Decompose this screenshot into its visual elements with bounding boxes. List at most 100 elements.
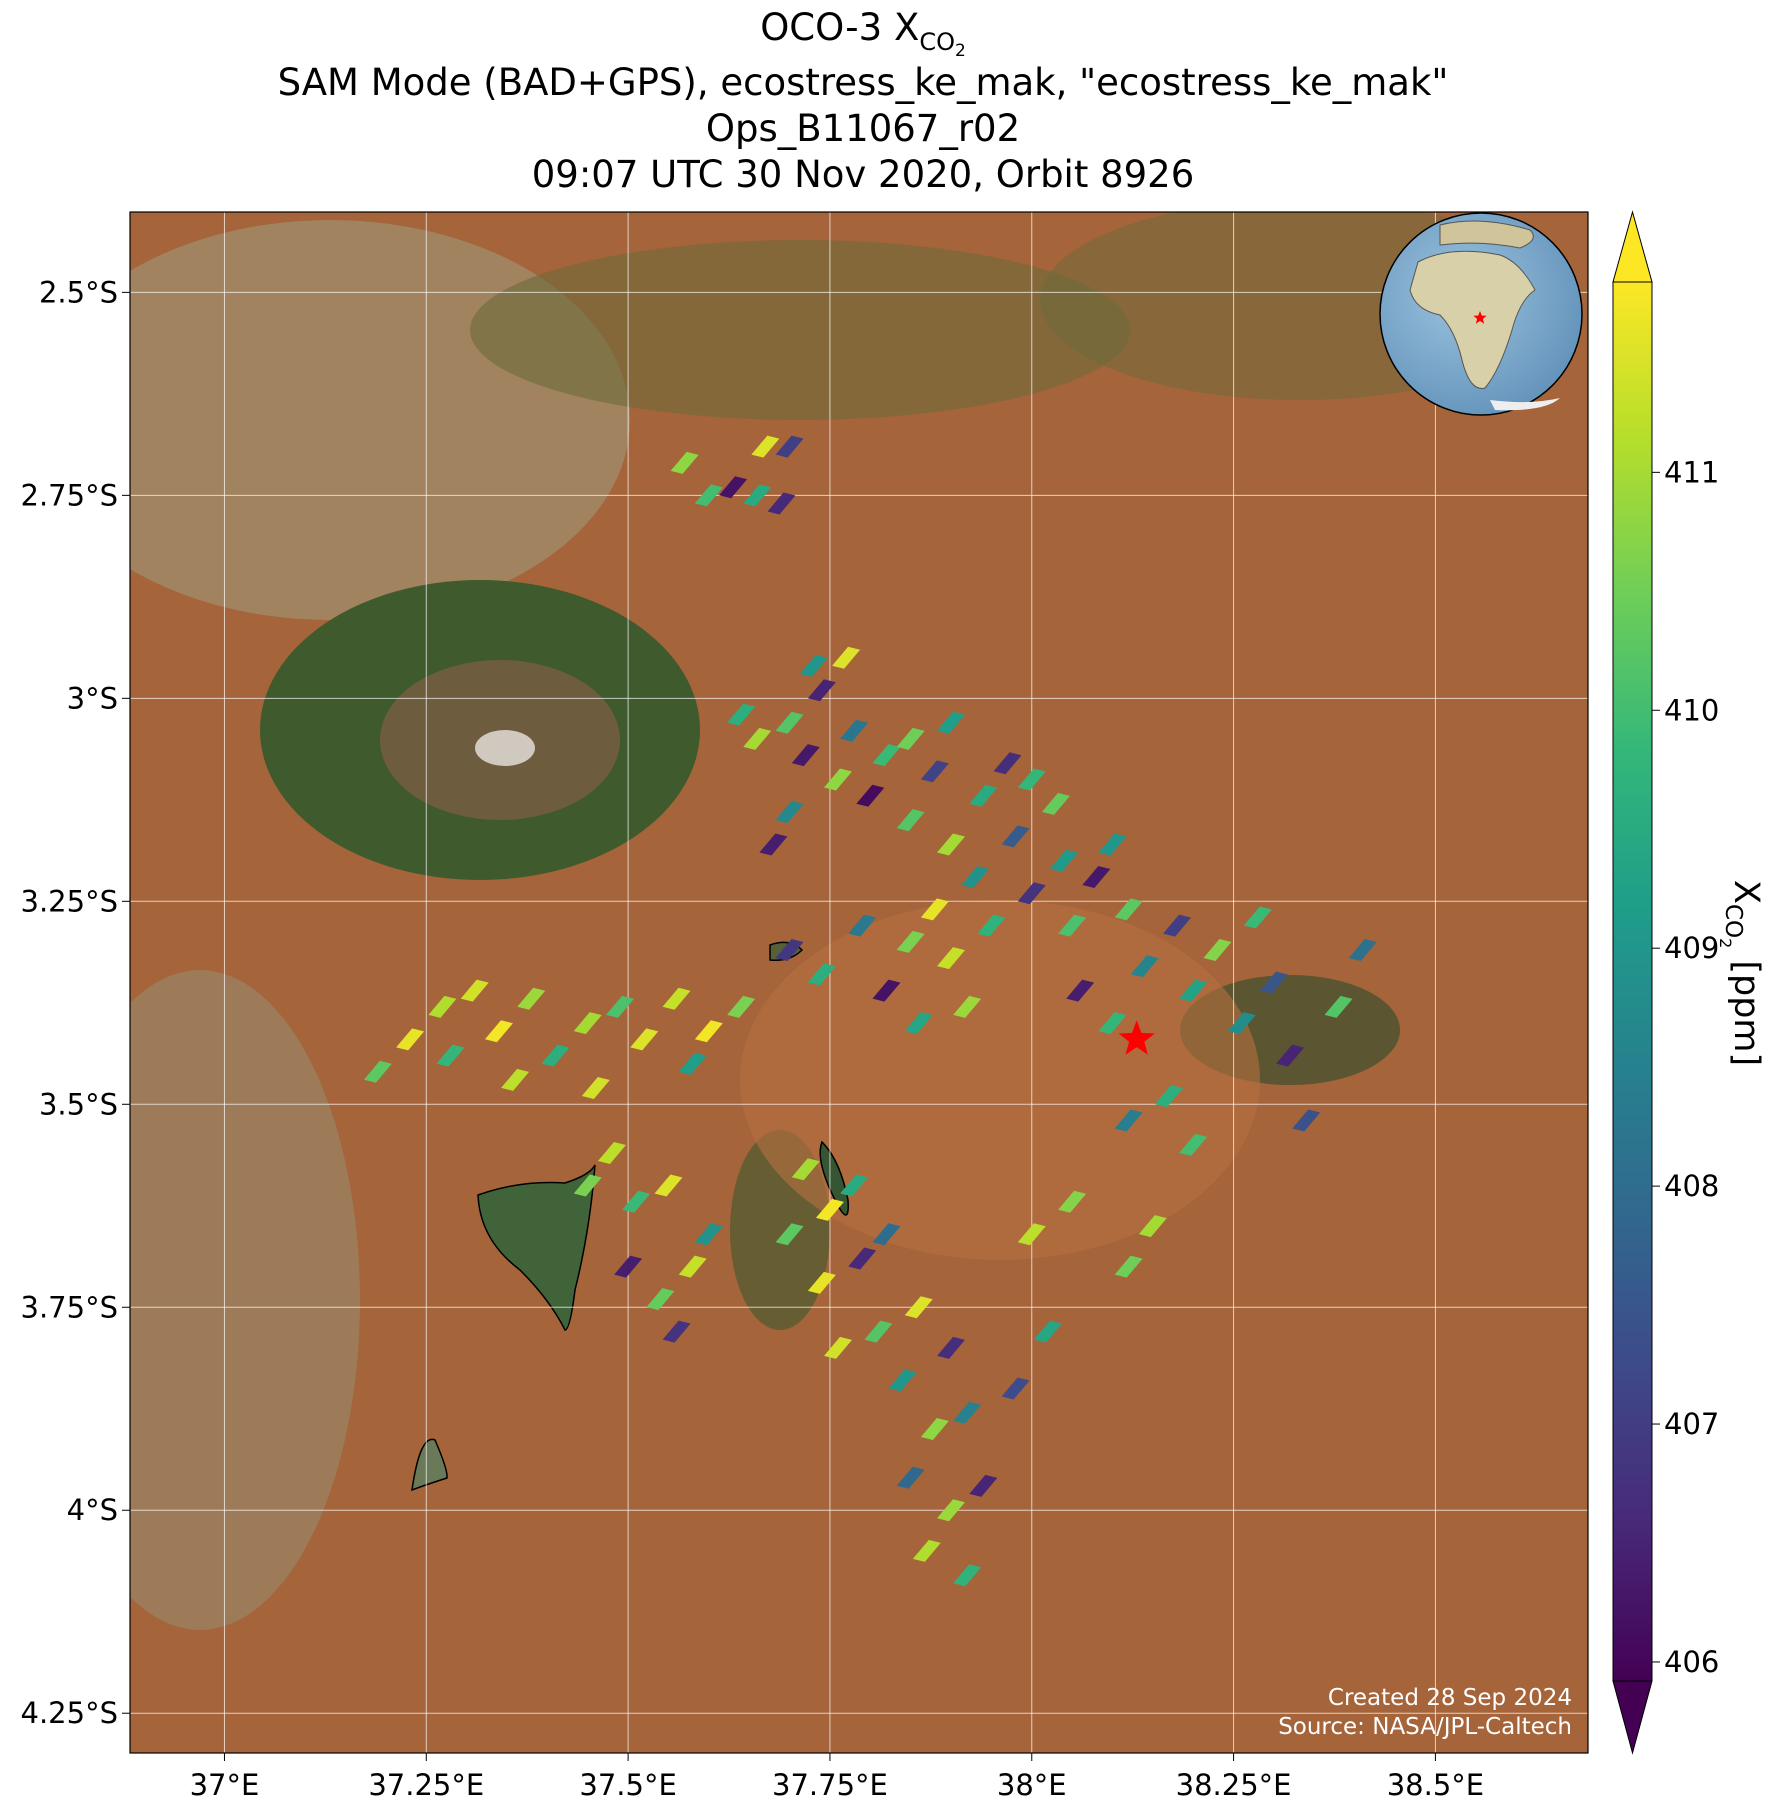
colorbar-tick-label: 406 — [1664, 1645, 1719, 1679]
sounding — [1130, 955, 1159, 978]
sounding — [622, 1190, 651, 1213]
grid-layer — [130, 212, 1588, 1753]
sounding — [1138, 1215, 1167, 1238]
credit: Source: NASA/JPL-Caltech — [1278, 1714, 1572, 1740]
colorbar-tick-label: 408 — [1664, 1169, 1719, 1203]
sounding — [1082, 865, 1111, 888]
sounding — [727, 703, 756, 726]
sounding — [807, 679, 836, 702]
subtitle: SAM Mode (BAD+GPS), ecostress_ke_mak, "e… — [278, 61, 1449, 104]
sounding — [484, 1020, 513, 1043]
sounding — [460, 979, 489, 1002]
sounding — [573, 1012, 602, 1035]
sounding — [1058, 914, 1087, 937]
sounding — [953, 1564, 982, 1587]
sounding — [1324, 995, 1353, 1018]
sounding — [815, 1198, 844, 1221]
y-tick-label: 2.5°S — [39, 275, 118, 309]
sounding — [1227, 1012, 1256, 1035]
y-tick-label: 3.5°S — [39, 1087, 118, 1121]
x-tick-label: 37°E — [190, 1768, 260, 1801]
colorbar-tick-label: 411 — [1664, 455, 1719, 489]
sounding — [1276, 1044, 1305, 1067]
sounding — [1017, 768, 1046, 791]
sounding — [727, 995, 756, 1018]
sounding — [662, 1320, 691, 1343]
x-tick-label: 37.5°E — [579, 1768, 676, 1801]
sounding — [759, 833, 788, 856]
y-tick-label: 4°S — [67, 1493, 118, 1527]
title-subsub: 2 — [955, 41, 966, 61]
sounding — [848, 914, 877, 937]
sounding — [1348, 939, 1377, 962]
sounding — [775, 800, 804, 823]
sounding — [872, 979, 901, 1002]
sounding — [1033, 1320, 1062, 1343]
x-tick-label: 38°E — [997, 1768, 1067, 1801]
sounding — [581, 1077, 610, 1100]
sounding — [904, 1012, 933, 1035]
sounding — [1292, 1109, 1321, 1132]
y-tick-label: 3.75°S — [21, 1290, 118, 1324]
sounding — [775, 1223, 804, 1246]
sounding — [904, 1296, 933, 1319]
title-sub: CO — [919, 28, 955, 56]
sounding — [896, 809, 925, 832]
sounding — [1050, 849, 1079, 872]
sounding — [1179, 1133, 1208, 1156]
sounding — [775, 711, 804, 734]
sounding — [937, 947, 966, 970]
sounding — [1114, 1109, 1143, 1132]
sounding — [751, 435, 780, 458]
colorbar-label: XCO2 [ppm] — [1716, 880, 1766, 1066]
sounding — [969, 1474, 998, 1497]
colorbar-label-sub: CO — [1720, 904, 1746, 938]
y-tick-label: 3.25°S — [21, 884, 118, 918]
sounding — [1203, 939, 1232, 962]
sounding — [767, 492, 796, 515]
sounding — [719, 476, 748, 499]
colorbar-tick-label: 407 — [1664, 1407, 1719, 1441]
sounding — [977, 914, 1006, 937]
y-tick-label: 2.75°S — [21, 478, 118, 512]
sounding — [1098, 833, 1127, 856]
sounding — [775, 435, 804, 458]
colorbar-label-subsub: 2 — [1716, 938, 1735, 948]
sounding — [807, 963, 836, 986]
sounding — [840, 719, 869, 742]
sounding — [993, 752, 1022, 775]
sounding — [896, 1466, 925, 1489]
sounding — [670, 451, 699, 474]
sounding — [832, 646, 861, 669]
sounding — [1243, 906, 1272, 929]
sounding — [912, 1539, 941, 1562]
sounding — [791, 744, 820, 767]
sounding — [1017, 1223, 1046, 1246]
sounding — [428, 995, 457, 1018]
credit: Created 28 Sep 2024 — [1328, 1685, 1572, 1711]
sounding — [824, 1336, 853, 1359]
sounding — [775, 939, 804, 962]
sounding — [791, 1158, 820, 1181]
sounding — [920, 1418, 949, 1441]
sounding — [614, 1255, 643, 1278]
sounding — [597, 1142, 626, 1165]
sounding — [573, 1174, 602, 1197]
map-background — [130, 212, 1588, 1753]
sounding — [953, 1401, 982, 1424]
sounding — [1098, 1012, 1127, 1035]
sounding — [694, 1020, 723, 1043]
sounding — [396, 1028, 425, 1051]
y-tick-label: 3°S — [67, 681, 118, 715]
sounding — [694, 484, 723, 507]
x-tick-label: 37.75°E — [772, 1768, 888, 1801]
colorbar-tick-label: 409 — [1664, 931, 1719, 965]
sounding — [1041, 792, 1070, 815]
subtitle: 09:07 UTC 30 Nov 2020, Orbit 8926 — [532, 153, 1195, 196]
y-tick-label: 4.25°S — [21, 1696, 118, 1730]
sounding — [807, 1271, 836, 1294]
sounding — [888, 1369, 917, 1392]
sounding — [896, 727, 925, 750]
sounding — [517, 987, 546, 1010]
sounding — [678, 1255, 707, 1278]
